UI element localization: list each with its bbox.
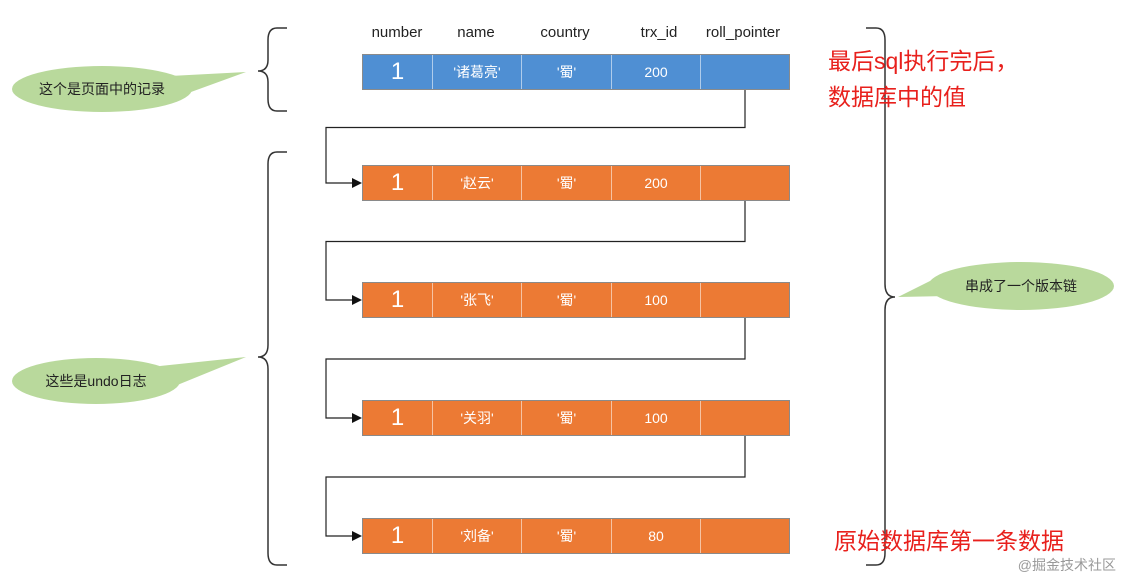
cell-roll-pointer — [701, 401, 789, 435]
cell-name: '刘备' — [433, 519, 522, 553]
right-bracket-chain — [866, 27, 896, 566]
watermark: @掘金技术社区 — [1017, 557, 1116, 573]
cell-number: 1 — [363, 283, 433, 317]
version-chain-connector — [325, 72, 746, 184]
cell-roll-pointer — [701, 55, 789, 89]
bubble-tail — [160, 357, 246, 388]
cell-name: '赵云' — [433, 166, 522, 200]
cell-trx-id: 80 — [612, 519, 701, 553]
version-chain-connector — [325, 300, 746, 419]
cell-country: '蜀' — [522, 519, 612, 553]
record-row-undo-1: 1 '赵云' '蜀' 200 — [362, 165, 790, 201]
bubble-page-record: 这个是页面中的记录 — [12, 66, 192, 112]
header-roll-pointer: roll_pointer — [705, 24, 781, 41]
connector-arrowhead — [352, 295, 362, 305]
record-row-undo-3: 1 '关羽' '蜀' 100 — [362, 400, 790, 436]
cell-number: 1 — [363, 401, 433, 435]
header-number: number — [371, 24, 423, 41]
cell-name: '张飞' — [433, 283, 522, 317]
version-chain-connector — [325, 418, 746, 537]
cell-trx-id: 100 — [612, 283, 701, 317]
note-final-value-line1: 最后sql执行完后， — [828, 48, 1019, 74]
cell-trx-id: 100 — [612, 401, 701, 435]
cell-number: 1 — [363, 166, 433, 200]
cell-roll-pointer — [701, 283, 789, 317]
cell-roll-pointer — [701, 519, 789, 553]
bubble-undo-log: 这些是undo日志 — [12, 358, 180, 404]
header-trx-id: trx_id — [640, 24, 678, 41]
cell-name: '关羽' — [433, 401, 522, 435]
cell-country: '蜀' — [522, 283, 612, 317]
connector-arrowhead — [352, 413, 362, 423]
cell-country: '蜀' — [522, 166, 612, 200]
note-original-data: 原始数据库第一条数据 — [834, 528, 1064, 554]
cell-trx-id: 200 — [612, 55, 701, 89]
cell-country: '蜀' — [522, 401, 612, 435]
connector-arrowhead — [352, 178, 362, 188]
cell-country: '蜀' — [522, 55, 612, 89]
header-name: name — [457, 24, 495, 41]
cell-number: 1 — [363, 519, 433, 553]
cell-roll-pointer — [701, 166, 789, 200]
record-row-current: 1 '诸葛亮' '蜀' 200 — [362, 54, 790, 90]
record-row-undo-2: 1 '张飞' '蜀' 100 — [362, 282, 790, 318]
left-bracket-undo — [257, 151, 287, 566]
note-final-value-line2: 数据库中的值 — [828, 84, 966, 110]
version-chain-connector — [325, 183, 746, 301]
bubble-version-chain: 串成了一个版本链 — [928, 262, 1114, 310]
connector-arrowhead — [352, 531, 362, 541]
left-bracket-current — [257, 27, 287, 112]
header-country: country — [540, 24, 590, 41]
record-row-undo-4: 1 '刘备' '蜀' 80 — [362, 518, 790, 554]
cell-trx-id: 200 — [612, 166, 701, 200]
cell-name: '诸葛亮' — [433, 55, 522, 89]
cell-number: 1 — [363, 55, 433, 89]
